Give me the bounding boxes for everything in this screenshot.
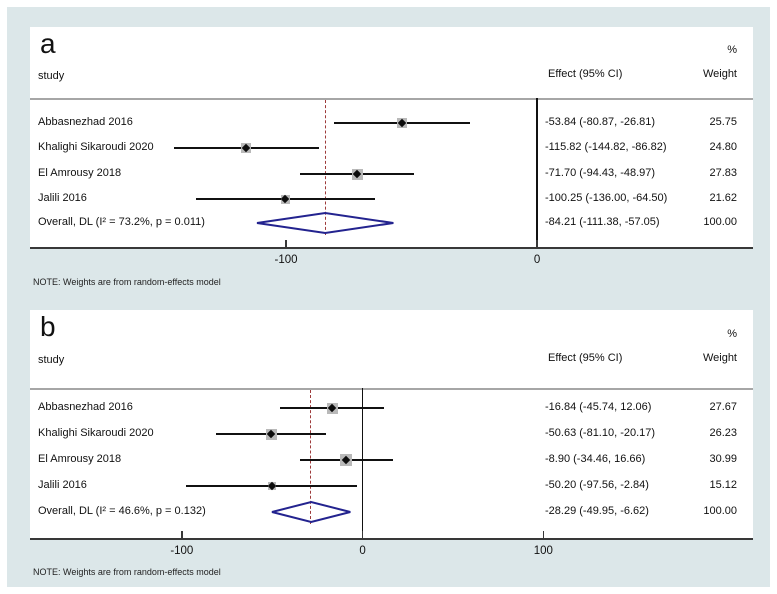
panel-b-axis-tick-mark xyxy=(361,531,364,538)
panel-a-study-label: El Amrousy 2018 xyxy=(38,167,122,179)
panel-b-axis-tick-label: 100 xyxy=(533,545,553,557)
panel-a-column-header-effect: Effect (95% CI) xyxy=(548,68,623,80)
panel-b-column-header-effect: Effect (95% CI) xyxy=(548,352,623,364)
panel-a-overall-weight-value: 100.00 xyxy=(703,216,737,228)
panel-a-overall-effect-value: -84.21 (-111.38, -57.05) xyxy=(545,216,660,228)
panel-b-axis-tick-label: 0 xyxy=(359,545,366,557)
panel-a-axis-tick-label: 0 xyxy=(533,254,541,266)
panel-a-study-label: Khalighi Sikaroudi 2020 xyxy=(38,141,154,153)
panel-b-effect-value: -16.84 (-45.74, 12.06) xyxy=(545,401,652,413)
panel-b-weight-value: 26.23 xyxy=(709,427,737,439)
panel-a-x-axis-line xyxy=(30,247,753,249)
panel-a-overall-label: Overall, DL (I² = 73.2%, p = 0.011) xyxy=(38,216,205,228)
panel-a-weight-value: 27.83 xyxy=(709,167,737,179)
panel-a-overall-diamond xyxy=(257,211,395,235)
panel-b-weight-value: 30.99 xyxy=(709,453,737,465)
panel-a-axis-tick-label: -100 xyxy=(274,254,298,266)
panel-b-study-label: Abbasnezhad 2016 xyxy=(38,401,133,413)
panel-b-study-label: Jalili 2016 xyxy=(38,479,87,491)
panel-b-note-text: NOTE: Weights are from random-effects mo… xyxy=(33,567,221,577)
panel-b-study-label: Khalighi Sikaroudi 2020 xyxy=(38,427,154,439)
panel-a-label: a xyxy=(40,28,56,59)
panel-a-study-label: Abbasnezhad 2016 xyxy=(38,116,133,128)
panel-b-axis-tick-mark xyxy=(542,531,545,538)
panel-b-column-header-weight: Weight xyxy=(702,352,737,364)
panel-a-weight-value: 24.80 xyxy=(709,141,737,153)
panel-a-column-header-weight: Weight xyxy=(702,68,737,80)
panel-b-zero-line xyxy=(361,388,364,538)
panel-b-overall-diamond xyxy=(272,500,351,524)
panel-b-weight-value: 15.12 xyxy=(709,479,737,491)
panel-b-axis-tick-label: -100 xyxy=(170,545,194,557)
panel-b-column-header-percent: % xyxy=(727,328,737,340)
panel-a-zero-line xyxy=(536,98,538,247)
panel-b-effect-value: -50.20 (-97.56, -2.84) xyxy=(545,479,649,491)
panel-a-effect-value: -115.82 (-144.82, -86.82) xyxy=(545,141,667,153)
panel-a-column-header-study: study xyxy=(38,70,65,82)
panel-b-effect-value: -8.90 (-34.46, 16.66) xyxy=(545,453,646,465)
panel-b-study-label: El Amrousy 2018 xyxy=(38,453,122,465)
panel-b-axis-tick-mark xyxy=(181,531,183,538)
panel-a-axis-tick-mark xyxy=(285,240,287,247)
panel-b-overall-effect-dashed-line xyxy=(310,390,312,524)
panel-b-weight-value: 27.67 xyxy=(709,401,737,413)
panel-a-axis-tick-mark xyxy=(536,240,538,247)
panel-a-weight-value: 25.75 xyxy=(709,116,737,128)
panel-b-overall-weight-value: 100.00 xyxy=(703,505,737,517)
panel-b-effect-value: -50.63 (-81.10, -20.17) xyxy=(545,427,656,439)
panel-a-effect-value: -71.70 (-94.43, -48.97) xyxy=(545,167,656,179)
panel-a-plot-area xyxy=(30,27,753,247)
panel-b-overall-label: Overall, DL (I² = 46.6%, p = 0.132) xyxy=(38,505,206,517)
panel-b-label: b xyxy=(40,311,56,342)
panel-a-overall-effect-dashed-line xyxy=(324,100,326,235)
panel-b-header-separator-line xyxy=(30,388,753,390)
panel-b-overall-effect-value: -28.29 (-49.95, -6.62) xyxy=(545,505,649,517)
panel-b-plot-area xyxy=(30,310,753,538)
panel-a-weight-value: 21.62 xyxy=(709,192,737,204)
panel-a-column-header-percent: % xyxy=(727,44,737,56)
panel-a-header-separator-line xyxy=(30,98,753,100)
panel-a-effect-value: -53.84 (-80.87, -26.81) xyxy=(545,116,656,128)
panel-b-column-header-study: study xyxy=(38,354,65,366)
panel-a-effect-value: -100.25 (-136.00, -64.50) xyxy=(545,192,668,204)
panel-a-note-text: NOTE: Weights are from random-effects mo… xyxy=(33,277,221,287)
panel-a-study-label: Jalili 2016 xyxy=(38,192,87,204)
panel-b-x-axis-line xyxy=(30,538,753,540)
